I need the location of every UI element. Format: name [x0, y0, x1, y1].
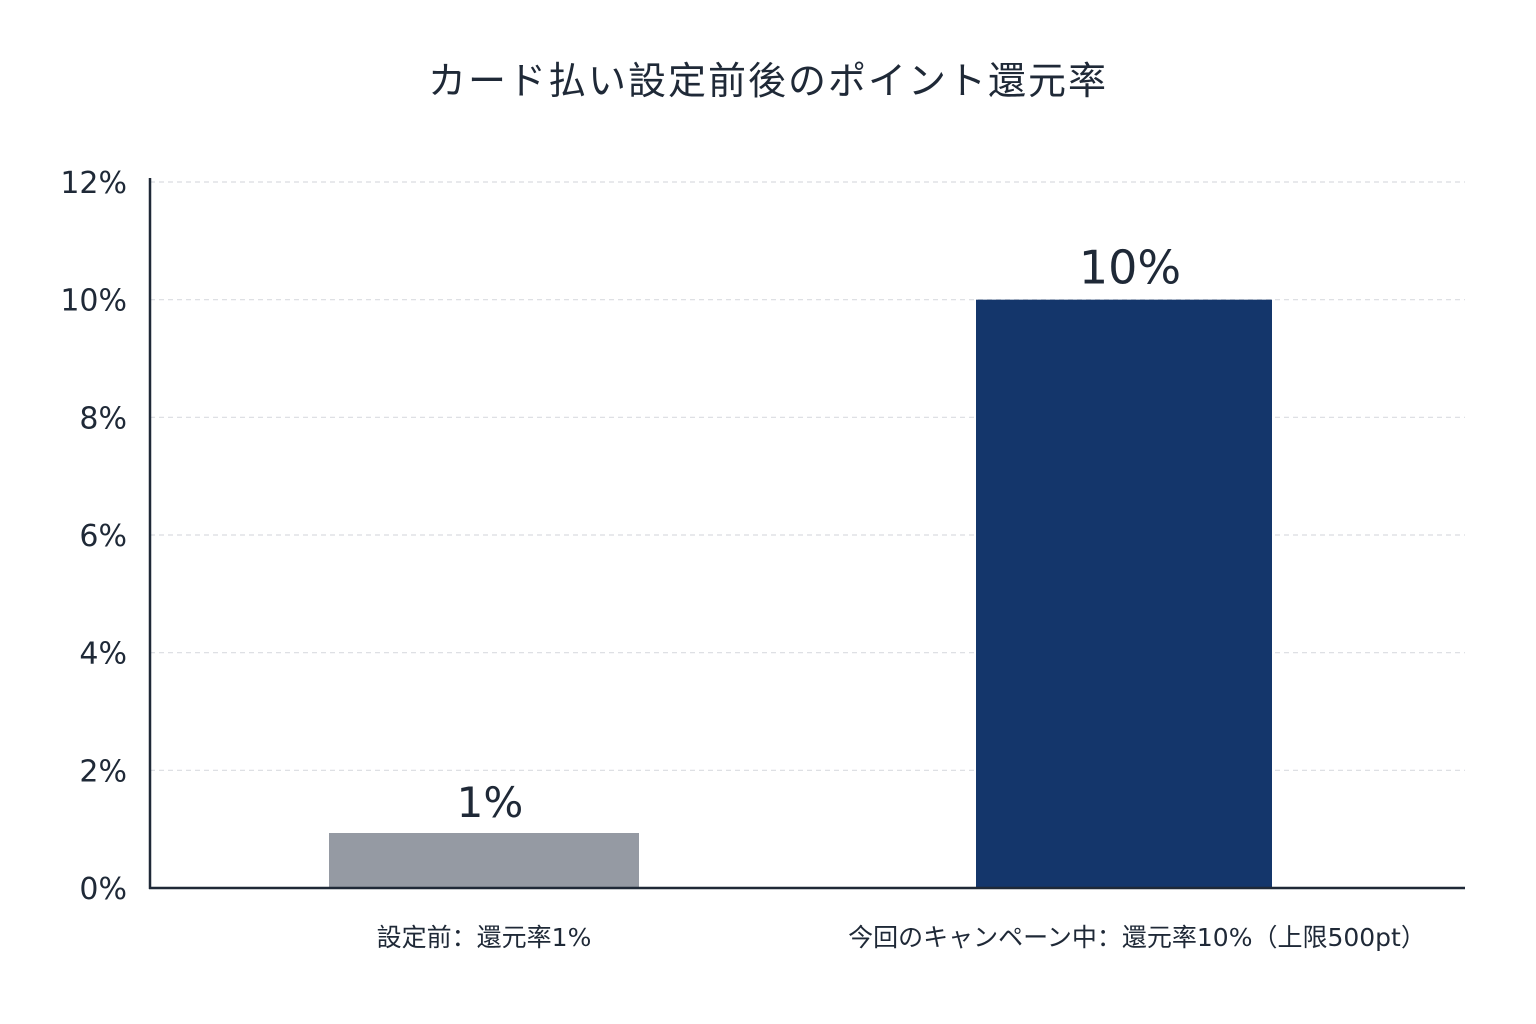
- bar: [976, 299, 1272, 889]
- y-tick-label: 0%: [79, 872, 127, 907]
- data-label: 1%: [457, 778, 524, 827]
- gridlines: [150, 181, 1465, 771]
- x-tick-label: 今回のキャンペーン中：還元率10%（上限500pt）: [848, 923, 1426, 952]
- bars: [329, 299, 1272, 889]
- data-label: 10%: [1079, 241, 1181, 295]
- y-tick-label: 10%: [60, 284, 127, 319]
- bar: [329, 833, 639, 888]
- y-tick-label: 6%: [79, 519, 127, 554]
- y-tick-label: 2%: [79, 754, 127, 789]
- y-tick-label: 4%: [79, 637, 127, 672]
- y-tick-label: 12%: [60, 166, 127, 201]
- y-tick-label: 8%: [79, 401, 127, 436]
- axes: [148, 178, 1465, 890]
- labels: 0% 2% 4% 6% 8% 10% 12% 1% 設定前：還元率1% 10% 今回のキャンペーン中…: [60, 166, 1426, 952]
- x-tick-label: 設定前：還元率1%: [377, 923, 592, 952]
- chart-title: カード払い設定前後のポイント還元率: [427, 59, 1108, 103]
